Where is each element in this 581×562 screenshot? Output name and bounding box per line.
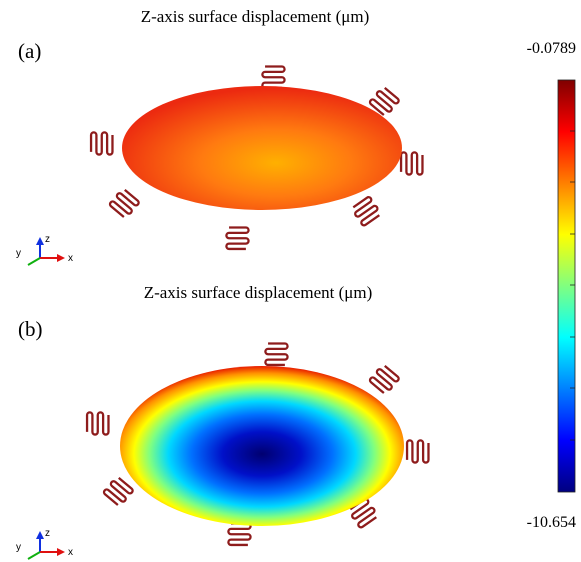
axis-triad: z x y <box>16 528 73 559</box>
panel-title: Z-axis surface displacement (μm) <box>141 7 370 26</box>
axis-triad: z x y <box>16 234 73 265</box>
panel-label: (a) <box>18 39 41 63</box>
axis-label: x <box>68 253 73 264</box>
axis-label: x <box>68 547 73 558</box>
colorbar-max: -0.0789 <box>527 40 576 57</box>
membrane-surface <box>122 86 402 210</box>
colorbar <box>558 80 575 492</box>
axis-label: y <box>16 248 21 259</box>
axis-label: y <box>16 542 21 553</box>
figure: Z-axis surface displacement (μm) (a) z x… <box>0 0 581 562</box>
panel-label: (b) <box>18 317 43 341</box>
panel-title: Z-axis surface displacement (μm) <box>144 283 373 302</box>
colorbar-min: -10.654 <box>527 514 576 531</box>
axis-label: z <box>45 528 50 539</box>
membrane-surface <box>120 366 404 526</box>
axis-label: z <box>45 234 50 245</box>
